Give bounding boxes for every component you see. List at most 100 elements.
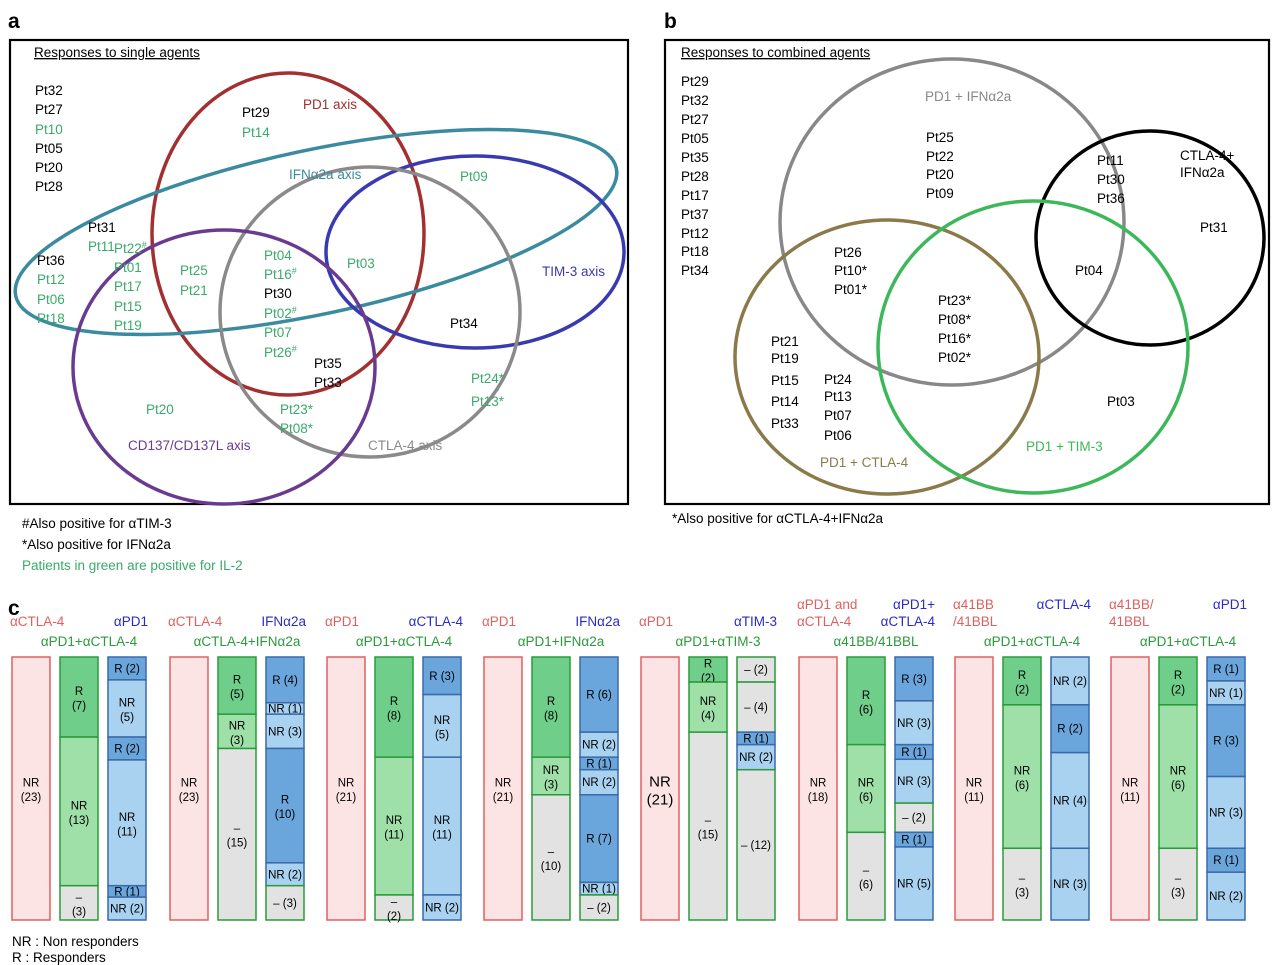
panel-a: a Responses to single agents PD1 axis IF… — [8, 10, 630, 573]
header-red-2: 41BBL — [1109, 614, 1150, 629]
note-ifn: *Also positive for IFNα2a — [22, 537, 171, 552]
stack-segment — [1158, 704, 1198, 850]
segment-label: – (12) — [741, 840, 771, 852]
segment-label: NR — [543, 765, 560, 777]
patient-label-a: Pt12 — [37, 272, 65, 287]
segment-count: (23) — [179, 792, 200, 804]
header-red-2: /41BBL — [953, 614, 998, 629]
header-red: αPD1 — [482, 614, 516, 629]
patient-label-a: Pt05 — [35, 141, 63, 156]
patient-label-a: Pt35 — [314, 356, 342, 371]
segment-label: R (4) — [272, 675, 298, 687]
stack-segment — [894, 656, 934, 702]
panel-c: c αCTLA-4 αPD1αPD1+αCTLA-4NR(23)R(7)NR(13… — [8, 597, 1247, 965]
segment-label: NR — [119, 697, 136, 709]
patient-label-a: Pt10 — [35, 122, 63, 137]
patient-label-a: Pt01 — [114, 260, 142, 275]
stack-segment — [688, 731, 728, 921]
segment-label: R — [547, 696, 555, 708]
patient-label-b: Pt27 — [681, 112, 709, 127]
segment-label: NR — [23, 778, 40, 790]
patient-label-a: Pt13* — [471, 394, 505, 409]
stack-segment — [894, 802, 934, 834]
patient-label-b: Pt12 — [681, 226, 709, 241]
segment-label: R (2) — [1057, 724, 1083, 736]
patient-label-a: Pt06 — [37, 292, 65, 307]
stack-segment — [846, 743, 886, 834]
segment-label: – — [391, 896, 398, 908]
segment-label: R — [862, 690, 870, 702]
segment-label: NR (1) — [1209, 688, 1243, 700]
note-il2: Patients in green are positive for IL-2 — [22, 558, 243, 573]
header-red: αCTLA-4 — [168, 614, 223, 629]
patient-label-b: Pt30 — [1097, 172, 1125, 187]
segment-label: NR (5) — [897, 878, 931, 890]
pd1-tim3-label: PD1 + TIM-3 — [1026, 439, 1103, 454]
segment-label: – (3) — [273, 898, 297, 910]
comparison-group: αPD1 αCTLA-4 αPD1+αCTLA-4 NR (21) R (8) NR (11) –… — [325, 614, 463, 923]
header-blue: αCTLA-4 — [1037, 597, 1092, 612]
patient-label-a: Pt22# — [114, 240, 147, 256]
tim3-axis-label: TIM-3 axis — [542, 264, 605, 279]
patient-label-b: Pt11 — [1097, 153, 1124, 168]
comparison-group: α41BB αCTLA-4/41BBL αPD1+αCTLA-4 NR (11) R (2)… — [953, 597, 1092, 921]
cd137-axis-circle — [71, 228, 377, 506]
segment-label: NR — [386, 815, 403, 827]
stack-segment — [1050, 656, 1090, 706]
patient-label-a: Pt27 — [35, 102, 63, 117]
stack-segment — [579, 768, 619, 796]
header-combination: αPD1+αCTLA-4 — [356, 634, 453, 649]
header-blue: αPD1 — [1213, 597, 1247, 612]
patient-label-a: Pt07 — [264, 325, 292, 340]
stack-segment — [1206, 704, 1246, 778]
stack-segment — [531, 656, 571, 758]
panel-c-label: c — [8, 597, 20, 620]
patient-label-b: Pt28 — [681, 169, 709, 184]
segment-label: NR — [1014, 766, 1031, 778]
header-combination: α41BB/41BBL — [833, 634, 919, 649]
ctla4-axis-circle — [218, 165, 522, 459]
segment-label: NR (2) — [582, 740, 616, 752]
segment-label: NR (3) — [1053, 879, 1087, 891]
segment-count: (3) — [1171, 888, 1185, 900]
segment-label: R (1) — [743, 733, 769, 745]
segment-count: (6) — [1171, 780, 1185, 792]
ctla4-ifn-circle — [1034, 129, 1266, 347]
pd1-ctla4-label: PD1 + CTLA-4 — [820, 455, 909, 470]
segment-label: R — [704, 659, 712, 671]
segment-count: (21) — [493, 792, 514, 804]
segment-count: (21) — [647, 792, 674, 809]
segment-label: NR — [338, 778, 355, 790]
patient-label-b: Pt21 — [771, 334, 799, 349]
header-combination: αPD1+αCTLA-4 — [984, 634, 1081, 649]
segment-count: (18) — [808, 792, 829, 804]
stack-segment — [217, 713, 257, 750]
segment-label: – — [705, 815, 712, 827]
panel-b-patients: Pt29 Pt32 Pt27 Pt05 Pt35 Pt28 Pt17 Pt37 Pt12 Pt18… — [681, 74, 1228, 443]
segment-label: R — [233, 675, 241, 687]
pd1-ifn-label: PD1 + IFNα2a — [925, 89, 1012, 104]
stack-segment — [422, 894, 462, 921]
segment-count: (11) — [384, 830, 404, 842]
stack-segment — [579, 731, 619, 758]
header-combination: αCTLA-4+IFNα2a — [194, 634, 301, 649]
header-blue-2: αCTLA-4 — [881, 614, 936, 629]
patient-label-a: Pt09 — [460, 169, 488, 184]
segment-label: R (1) — [1213, 664, 1239, 676]
patient-label-b: Pt25 — [926, 130, 954, 145]
segment-label: NR — [434, 715, 451, 727]
segment-label: R (1) — [114, 886, 140, 898]
patient-label-a: Pt21 — [180, 283, 208, 298]
segment-label: R (1) — [901, 747, 927, 759]
stack-segment — [1050, 847, 1090, 921]
panel-a-frame — [8, 38, 630, 506]
segment-label: NR — [181, 778, 198, 790]
segment-label: R (7) — [586, 834, 612, 846]
segment-count: (23) — [21, 792, 42, 804]
header-blue: αPD1+ — [893, 597, 935, 612]
pd1-axis-circle — [150, 71, 426, 397]
segment-count: (2) — [1171, 684, 1185, 696]
panel-b-frame — [663, 38, 1271, 506]
patient-label-a: Pt11 — [88, 239, 115, 254]
segment-count: (11) — [964, 792, 984, 804]
